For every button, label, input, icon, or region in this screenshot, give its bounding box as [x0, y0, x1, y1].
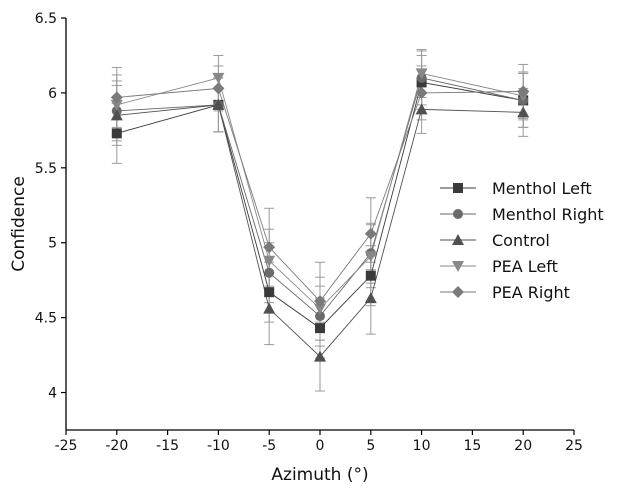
x-tick-label: 0: [316, 438, 325, 454]
x-tick-label: -15: [156, 438, 179, 454]
x-axis-title: Azimuth (°): [271, 465, 368, 485]
data-point-pea-left: [364, 251, 377, 263]
y-tick-label: 6.5: [35, 11, 57, 27]
data-point-pea-left: [263, 255, 276, 267]
data-point-pea-right: [517, 85, 530, 98]
x-tick-label: 10: [413, 438, 431, 454]
tick-labels: -25 -20 -15 -10 -5 0 5 10 15 20 25 4 4.5 5 5.5 6 6.5: [35, 11, 583, 454]
data-point-menthol-left: [111, 128, 122, 139]
data-point-pea-right: [364, 227, 377, 240]
data-point-menthol-left: [365, 270, 376, 281]
data-point-pea-left: [110, 99, 123, 111]
data-point-menthol-right: [264, 267, 275, 278]
data-point-pea-right: [263, 241, 276, 254]
y-tick-label: 5.5: [35, 161, 57, 177]
legend-label-menthol-left: Menthol Left: [492, 179, 592, 198]
legend-marker-control: [452, 234, 464, 245]
data-point-menthol-left: [315, 323, 325, 334]
error-bars: [111, 48, 529, 392]
y-tick-label: 4: [48, 386, 57, 402]
series-markers: [110, 68, 530, 362]
data-point-control: [314, 350, 326, 362]
axes: [61, 17, 575, 435]
y-axis-title: Confidence: [9, 176, 29, 272]
y-tick-label: 4.5: [35, 311, 57, 327]
data-point-pea-right: [212, 82, 225, 95]
x-tick-label: -25: [55, 438, 78, 454]
data-point-control: [415, 103, 428, 115]
x-tick-label: -10: [207, 438, 230, 454]
data-point-control: [212, 98, 225, 110]
y-tick-label: 5: [48, 236, 57, 252]
x-tick-label: -5: [262, 438, 276, 454]
legend: Menthol Left Menthol Right Control PEA Left…: [440, 179, 604, 302]
data-point-pea-right: [415, 86, 428, 99]
x-tick-label: 25: [565, 438, 583, 454]
data-point-pea-left: [415, 68, 428, 80]
data-point-control: [263, 302, 276, 314]
data-point-menthol-left: [264, 287, 275, 298]
x-tick-label: -20: [105, 438, 128, 454]
data-point-control: [517, 106, 530, 118]
data-point-control: [110, 109, 123, 121]
legend-label-pea-left: PEA Left: [492, 257, 558, 276]
x-tick-label: 15: [463, 438, 481, 454]
data-point-menthol-right: [315, 311, 325, 322]
data-point-pea-left: [212, 72, 225, 84]
legend-marker-pea-left: [452, 261, 464, 272]
x-tick-label: 5: [366, 438, 375, 454]
legend-label-control: Control: [492, 231, 550, 250]
legend-marker-pea-right: [452, 286, 464, 298]
legend-marker-menthol-left: [453, 183, 463, 193]
data-point-pea-right: [110, 91, 123, 104]
legend-label-menthol-right: Menthol Right: [492, 205, 604, 224]
legend-label-pea-right: PEA Right: [492, 283, 570, 302]
data-point-pea-left: [314, 303, 326, 315]
legend-marker-menthol-right: [453, 209, 463, 219]
data-point-pea-right: [314, 295, 326, 308]
x-tick-label: 20: [514, 438, 532, 454]
data-point-control: [364, 292, 377, 304]
y-tick-label: 6: [48, 86, 57, 102]
